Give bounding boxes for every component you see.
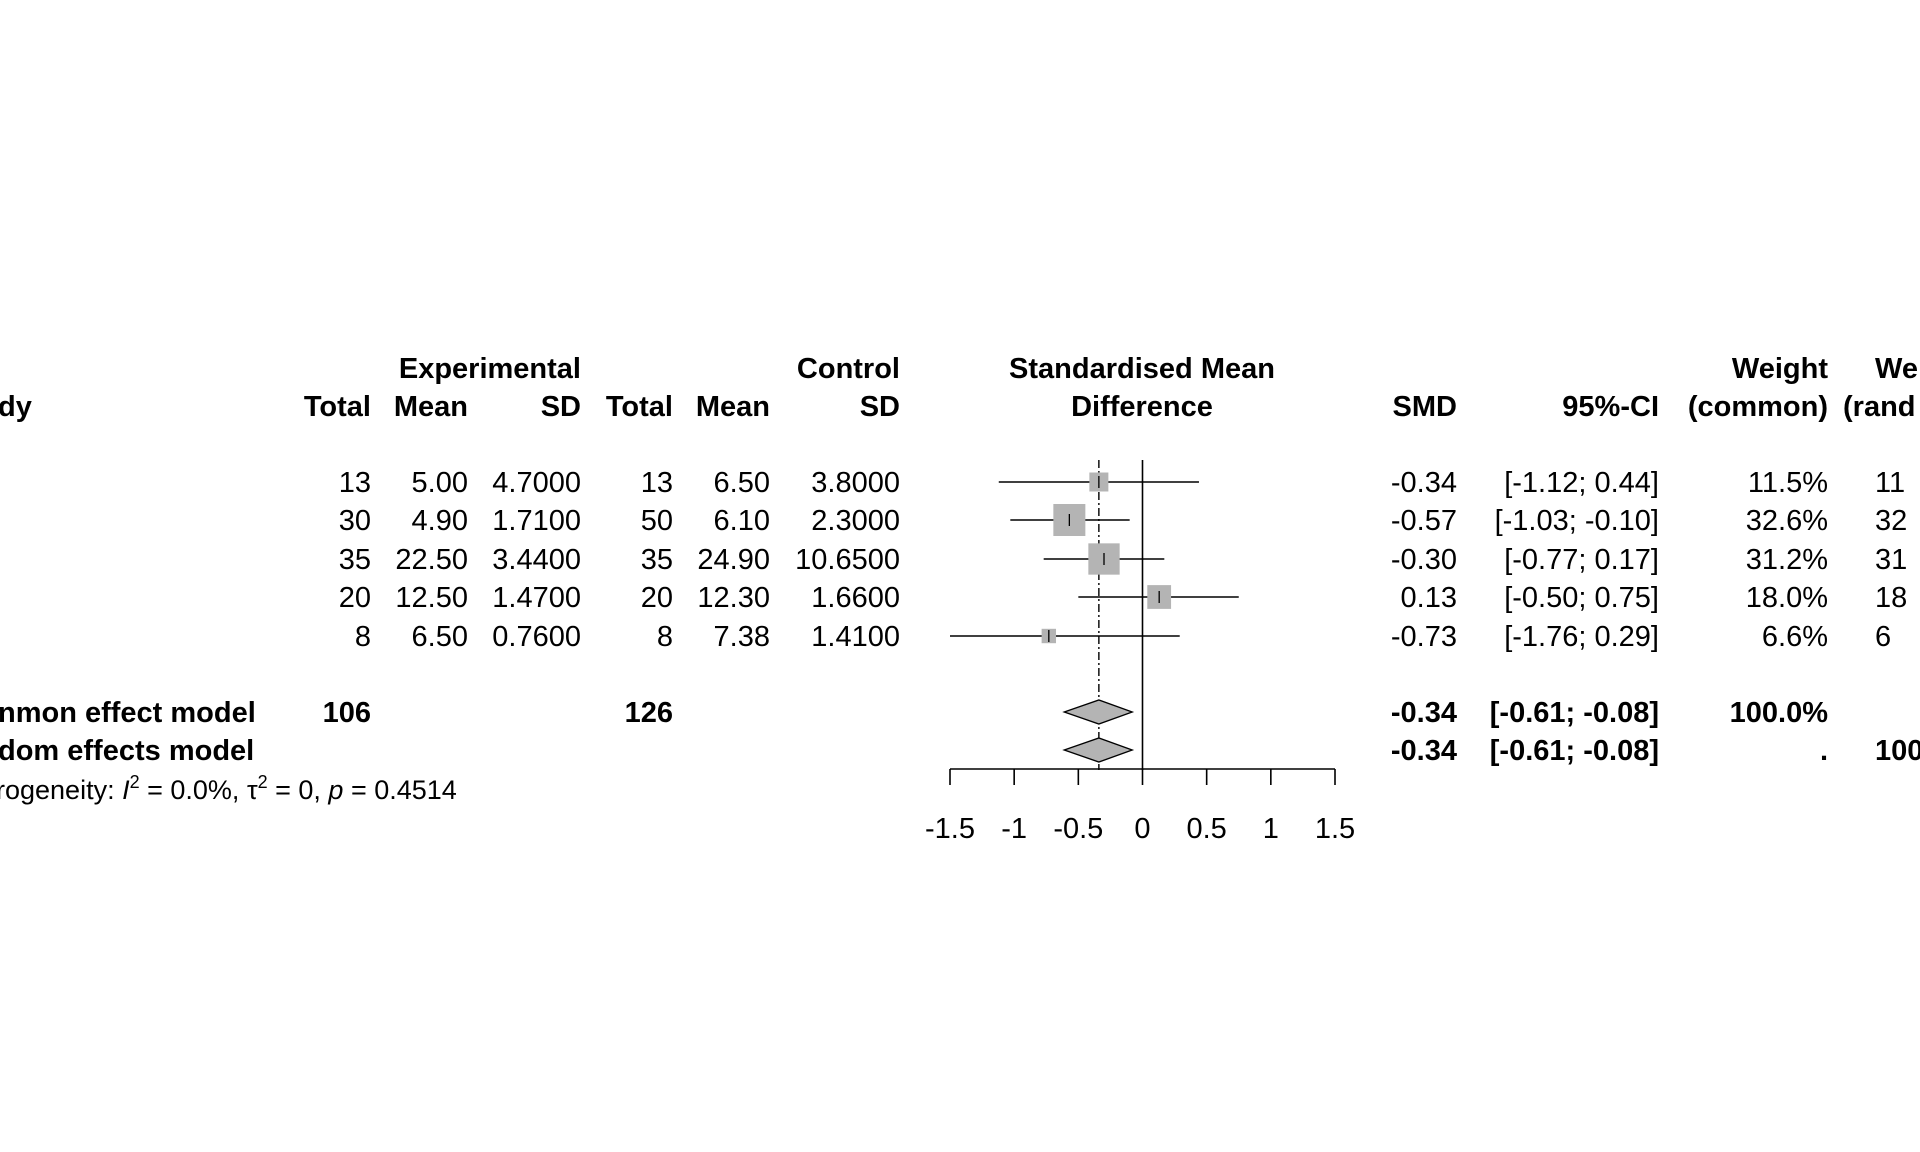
header-exp-sd: SD — [541, 391, 581, 423]
cell-ci: [-1.03; -0.10] — [1495, 505, 1659, 537]
summary-ctrl-total: 126 — [625, 697, 673, 729]
x-axis-tick-label: -1.5 — [925, 813, 975, 845]
cell-exp-sd: 1.4700 — [492, 582, 581, 614]
cell-smd: 0.13 — [1401, 582, 1457, 614]
header-ctrl-sd: SD — [860, 391, 900, 423]
header-ctrl-total: Total — [606, 391, 673, 423]
x-axis-tick-label: 0 — [1134, 813, 1150, 845]
cell-ci: [-0.50; 0.75] — [1504, 582, 1659, 614]
header-exp-total: Total — [304, 391, 371, 423]
cell-ci: [-1.12; 0.44] — [1504, 467, 1659, 499]
x-axis-tick-label: 1 — [1263, 813, 1279, 845]
cell-weight-common: 6.6% — [1762, 621, 1828, 653]
cell-ctrl-total: 20 — [641, 582, 673, 614]
cell-weight-common: 11.5% — [1748, 467, 1828, 499]
cell-weight-random: 32 — [1875, 505, 1907, 537]
summary-smd: -0.34 — [1391, 735, 1457, 767]
header-smd: SMD — [1393, 391, 1457, 423]
cell-smd: -0.57 — [1391, 505, 1457, 537]
cell-exp-total: 20 — [339, 582, 371, 614]
cell-exp-mean: 6.50 — [412, 621, 468, 653]
cell-ctrl-mean: 6.10 — [714, 505, 770, 537]
header-ci: 95%-CI — [1562, 391, 1659, 423]
cell-weight-random: 31 — [1875, 544, 1907, 576]
cell-exp-total: 8 — [355, 621, 371, 653]
cell-exp-mean: 12.50 — [395, 582, 468, 614]
cell-weight-common: 18.0% — [1746, 582, 1828, 614]
header-effect-measure-line2: Difference — [1071, 391, 1213, 423]
summary-weight-common: . — [1820, 735, 1828, 767]
summary-label: nmon effect model — [0, 697, 256, 729]
cell-ctrl-sd: 3.8000 — [811, 467, 900, 499]
cell-ci: [-0.77; 0.17] — [1504, 544, 1659, 576]
cell-ctrl-total: 13 — [641, 467, 673, 499]
cell-smd: -0.34 — [1391, 467, 1457, 499]
cell-ctrl-sd: 10.6500 — [795, 544, 900, 576]
cell-smd: -0.73 — [1391, 621, 1457, 653]
cell-weight-common: 32.6% — [1746, 505, 1828, 537]
cell-ctrl-total: 8 — [657, 621, 673, 653]
cell-ctrl-sd: 2.3000 — [811, 505, 900, 537]
cell-weight-random: 18 — [1875, 582, 1907, 614]
cell-exp-mean: 22.50 — [395, 544, 468, 576]
cell-exp-sd: 1.7100 — [492, 505, 581, 537]
cell-exp-sd: 4.7000 — [492, 467, 581, 499]
cell-exp-total: 13 — [339, 467, 371, 499]
cell-ctrl-mean: 7.38 — [714, 621, 770, 653]
cell-ctrl-mean: 12.30 — [697, 582, 770, 614]
cell-ctrl-total: 35 — [641, 544, 673, 576]
summary-exp-total: 106 — [323, 697, 371, 729]
x-axis-tick-label: 1.5 — [1315, 813, 1355, 845]
summary-weight-common: 100.0% — [1730, 697, 1829, 729]
cell-ctrl-sd: 1.4100 — [811, 621, 900, 653]
summary-diamond — [1062, 699, 1135, 725]
header-exp-mean: Mean — [394, 391, 468, 423]
cell-weight-random: 11 — [1875, 467, 1905, 499]
cell-ctrl-mean: 6.50 — [714, 467, 770, 499]
cell-smd: -0.30 — [1391, 544, 1457, 576]
cell-exp-mean: 5.00 — [412, 467, 468, 499]
header-effect-measure-line1: Standardised Mean — [1009, 353, 1275, 385]
cell-exp-mean: 4.90 — [412, 505, 468, 537]
header-study: dy — [0, 391, 32, 423]
summary-smd: -0.34 — [1391, 697, 1457, 729]
cell-weight-random: 6 — [1875, 621, 1891, 653]
cell-exp-sd: 0.7600 — [492, 621, 581, 653]
header-control: Control — [797, 353, 900, 385]
summary-ci: [-0.61; -0.08] — [1490, 735, 1659, 767]
cell-ctrl-total: 50 — [641, 505, 673, 537]
header-weight-random-line2: (rand — [1843, 391, 1916, 423]
cell-ctrl-sd: 1.6600 — [811, 582, 900, 614]
header-weight-random-line1: We — [1875, 353, 1918, 385]
summary-ci: [-0.61; -0.08] — [1490, 697, 1659, 729]
summary-weight-random: 100 — [1875, 735, 1920, 767]
cell-exp-total: 30 — [339, 505, 371, 537]
heterogeneity-text: rogeneity: I2 = 0.0%, τ2 = 0, p = 0.4514 — [0, 772, 457, 805]
x-axis-tick-label: 0.5 — [1187, 813, 1227, 845]
cell-ci: [-1.76; 0.29] — [1504, 621, 1659, 653]
cell-exp-sd: 3.4400 — [492, 544, 581, 576]
x-axis-tick-label: -0.5 — [1053, 813, 1103, 845]
header-weight-common-line1: Weight — [1732, 353, 1828, 385]
x-axis-tick-label: -1 — [1001, 813, 1027, 845]
header-weight-common-line2: (common) — [1688, 391, 1828, 423]
cell-exp-total: 35 — [339, 544, 371, 576]
header-ctrl-mean: Mean — [696, 391, 770, 423]
header-experimental: Experimental — [399, 353, 581, 385]
cell-ctrl-mean: 24.90 — [697, 544, 770, 576]
summary-label: dom effects model — [0, 735, 254, 767]
cell-weight-common: 31.2% — [1746, 544, 1828, 576]
summary-diamond — [1062, 737, 1135, 763]
